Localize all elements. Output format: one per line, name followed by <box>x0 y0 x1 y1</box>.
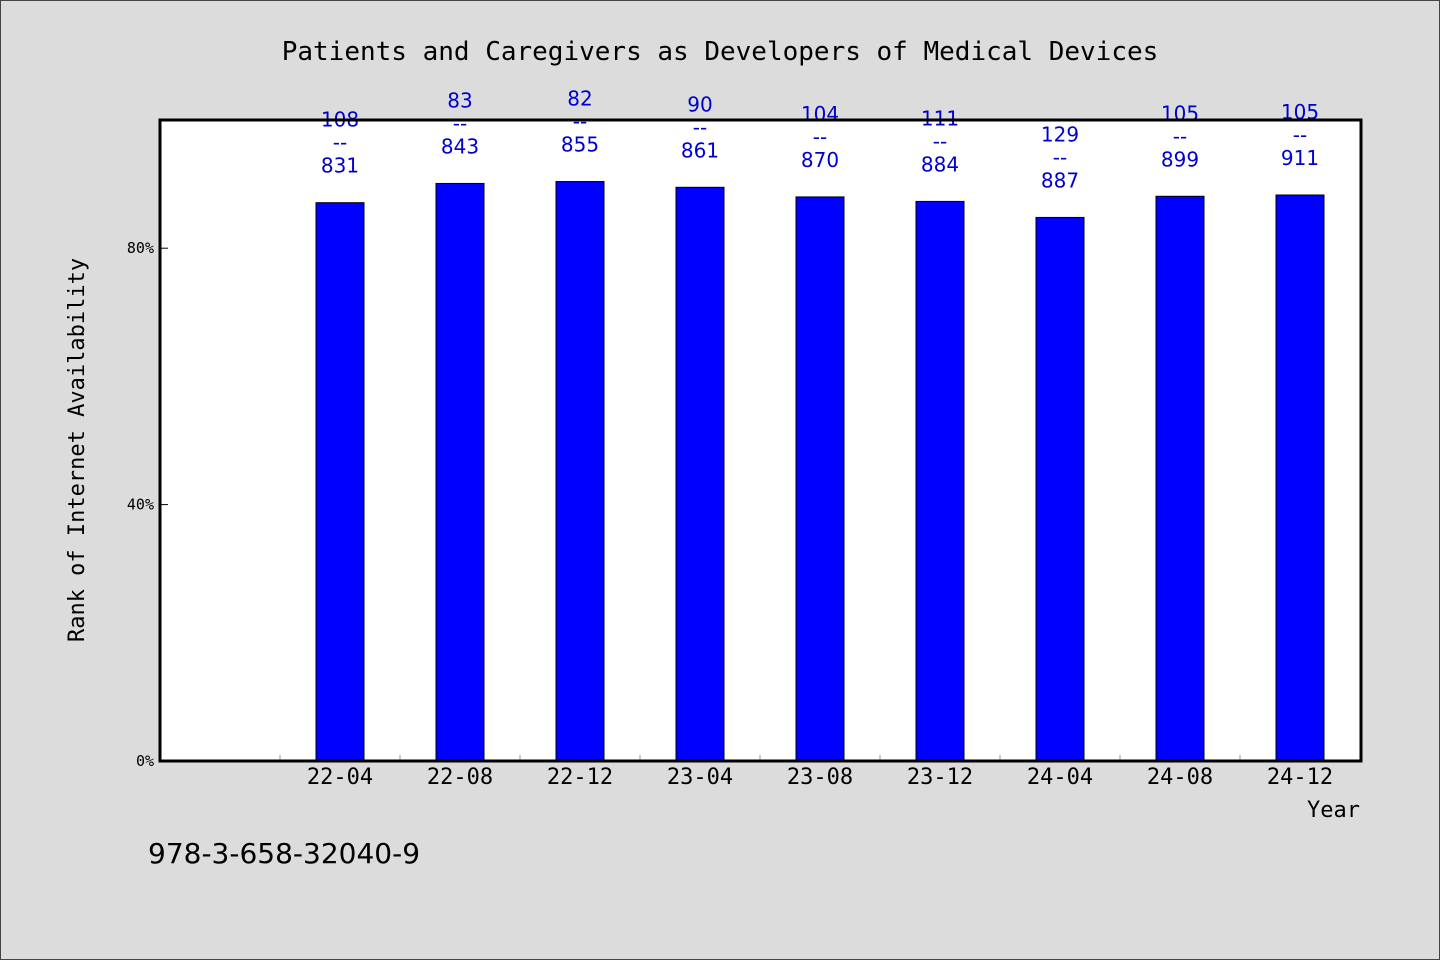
data-label-24-12-sep: -- <box>1293 123 1307 147</box>
y-tick-label-0: 0% <box>136 752 154 770</box>
data-label-23-12-sep: -- <box>933 129 947 153</box>
data-label-23-08-bottom: 870 <box>801 148 839 172</box>
bar-22-04 <box>315 202 365 762</box>
data-label-23-04-bottom: 861 <box>681 138 719 162</box>
data-label-23-12-bottom: 884 <box>921 152 959 176</box>
data-label-22-12-bottom: 855 <box>561 133 599 157</box>
chart-title: Patients and Caregivers as Developers of… <box>282 37 1159 67</box>
data-label-23-08-top: 104 <box>801 102 839 126</box>
data-label-23-04-top: 90 <box>687 92 712 116</box>
data-label-22-08-sep: -- <box>453 111 467 135</box>
data-label-24-08-top: 105 <box>1161 101 1199 125</box>
x-tick-label-23-08: 23-08 <box>787 765 853 790</box>
bar-series <box>315 181 1325 762</box>
x-tick-label-22-12: 22-12 <box>547 765 613 790</box>
x-tick-label-23-04: 23-04 <box>667 765 733 790</box>
x-tick-label-24-04: 24-04 <box>1027 765 1093 790</box>
data-label-24-04-top: 129 <box>1041 122 1079 146</box>
data-label-24-04-bottom: 887 <box>1041 168 1079 192</box>
data-label-22-12-top: 82 <box>567 87 592 111</box>
bar-24-08 <box>1155 195 1205 762</box>
y-tick-label-80: 80% <box>127 239 154 257</box>
bar-23-12 <box>915 200 965 762</box>
data-label-24-08-sep: -- <box>1173 124 1187 148</box>
data-label-22-08-bottom: 843 <box>441 134 479 158</box>
x-axis: 22-04 22-08 22-12 23-04 23-08 23-12 24-04 24-08… <box>279 755 1361 790</box>
bar-22-12 <box>555 181 605 762</box>
data-labels: 108--83183--84382--85590--861104--870111… <box>321 87 1319 193</box>
bar-22-08 <box>435 182 485 762</box>
data-label-22-04-sep: -- <box>333 131 347 155</box>
x-axis-title: Year <box>1307 798 1360 823</box>
data-label-22-04-bottom: 831 <box>321 154 359 178</box>
bar-23-08 <box>795 196 845 762</box>
y-axis: 0% 40% 80% <box>127 239 168 770</box>
bar-24-04 <box>1035 216 1085 762</box>
data-label-24-08-bottom: 899 <box>1161 147 1199 171</box>
x-tick-label-24-12: 24-12 <box>1267 765 1333 790</box>
data-label-24-04-sep: -- <box>1053 145 1067 169</box>
plot-border <box>158 118 1363 763</box>
y-axis-title: Rank of Internet Availability <box>65 258 90 642</box>
bar-23-04 <box>675 186 725 762</box>
x-tick-label-24-08: 24-08 <box>1147 765 1213 790</box>
data-label-23-12-top: 111 <box>921 106 959 130</box>
x-tick-label-22-08: 22-08 <box>427 765 493 790</box>
y-tick-label-40: 40% <box>127 496 154 514</box>
data-label-23-08-sep: -- <box>813 125 827 149</box>
data-label-22-12-sep: -- <box>573 110 587 134</box>
data-label-24-12-bottom: 911 <box>1281 146 1319 170</box>
bar-24-12 <box>1275 194 1325 762</box>
x-tick-label-23-12: 23-12 <box>907 765 973 790</box>
x-tick-label-22-04: 22-04 <box>307 765 373 790</box>
data-label-22-08-top: 83 <box>447 88 472 112</box>
footer-isbn: 978-3-658-32040-9 <box>148 837 420 870</box>
